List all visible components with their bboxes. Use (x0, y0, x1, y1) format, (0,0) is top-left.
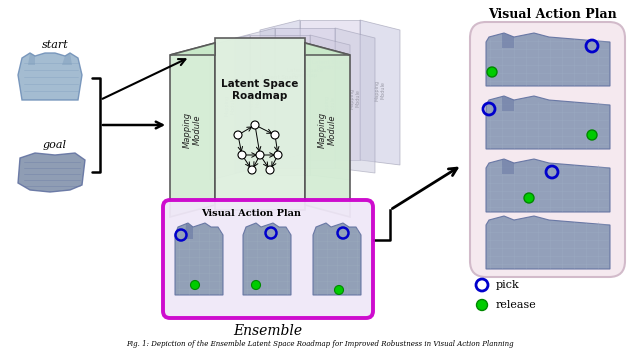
Text: Mapping
Module: Mapping Module (317, 112, 337, 148)
Circle shape (248, 166, 256, 174)
Polygon shape (210, 35, 250, 180)
Polygon shape (250, 35, 310, 175)
Polygon shape (170, 43, 215, 217)
Circle shape (256, 151, 264, 159)
Polygon shape (170, 43, 215, 55)
Circle shape (191, 281, 200, 290)
Circle shape (274, 151, 282, 159)
Polygon shape (335, 28, 375, 173)
Circle shape (335, 285, 344, 295)
Text: goal: goal (43, 140, 67, 150)
Circle shape (234, 131, 242, 139)
Bar (215, 38, 305, 210)
Circle shape (524, 193, 534, 203)
Circle shape (266, 166, 274, 174)
Polygon shape (18, 53, 82, 100)
Polygon shape (305, 43, 350, 55)
Circle shape (587, 130, 597, 140)
Polygon shape (18, 153, 85, 192)
Polygon shape (502, 33, 514, 48)
Polygon shape (310, 35, 350, 180)
Text: Mapping
Module: Mapping Module (250, 88, 260, 109)
Text: Visual Action Plan: Visual Action Plan (488, 7, 617, 21)
FancyBboxPatch shape (163, 200, 373, 318)
Text: Fig. 1: Depiction of the Ensemble Latent Space Roadmap for Improved Robustness i: Fig. 1: Depiction of the Ensemble Latent… (126, 340, 514, 348)
Text: Mapping
Module: Mapping Module (349, 88, 360, 109)
Polygon shape (243, 223, 291, 295)
Text: Latent Space
Roadmap: Latent Space Roadmap (287, 68, 323, 79)
Text: Mapping
Module: Mapping Module (324, 95, 335, 116)
Polygon shape (313, 223, 361, 295)
Polygon shape (62, 53, 72, 65)
Polygon shape (502, 96, 514, 111)
Circle shape (251, 121, 259, 129)
Polygon shape (28, 53, 35, 65)
Polygon shape (305, 43, 350, 217)
Polygon shape (275, 28, 335, 168)
Polygon shape (486, 216, 610, 269)
Circle shape (477, 299, 488, 311)
Circle shape (252, 281, 260, 290)
Polygon shape (486, 159, 610, 212)
Polygon shape (300, 20, 360, 160)
Circle shape (487, 67, 497, 77)
Text: pick: pick (496, 280, 520, 290)
Polygon shape (486, 96, 610, 149)
Text: Ensemble: Ensemble (234, 324, 303, 338)
Polygon shape (235, 28, 275, 173)
Circle shape (238, 151, 246, 159)
Polygon shape (360, 20, 400, 165)
Polygon shape (502, 159, 514, 174)
Polygon shape (185, 223, 193, 239)
Circle shape (271, 131, 279, 139)
Text: Mapping
Module: Mapping Module (374, 80, 385, 101)
Polygon shape (260, 20, 300, 165)
Text: Latent Space
Roadmap: Latent Space Roadmap (312, 60, 348, 70)
Text: Latent Space
Roadmap: Latent Space Roadmap (221, 79, 299, 101)
Text: Mapping
Module: Mapping Module (182, 112, 202, 148)
Text: Mapping
Module: Mapping Module (225, 95, 236, 116)
Text: Mapping
Module: Mapping Module (275, 80, 285, 101)
Text: release: release (496, 300, 537, 310)
Text: Visual Action Plan: Visual Action Plan (201, 208, 301, 217)
FancyBboxPatch shape (470, 22, 625, 277)
Polygon shape (175, 223, 223, 295)
Text: start: start (42, 40, 68, 50)
Text: Latent Space
Roadmap: Latent Space Roadmap (262, 75, 298, 86)
Polygon shape (486, 33, 610, 86)
